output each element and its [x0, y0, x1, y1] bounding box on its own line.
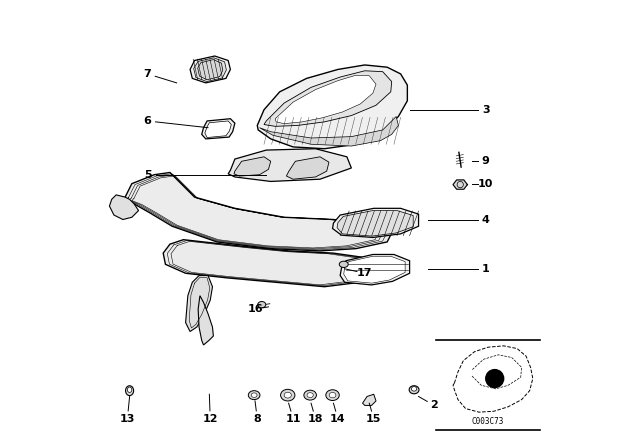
Polygon shape: [186, 276, 212, 332]
Text: 6: 6: [143, 116, 152, 126]
Polygon shape: [190, 56, 230, 83]
Polygon shape: [275, 75, 376, 124]
Ellipse shape: [307, 392, 314, 398]
Text: 13: 13: [120, 414, 135, 424]
Ellipse shape: [409, 386, 419, 394]
Ellipse shape: [252, 393, 257, 397]
Text: 16: 16: [247, 304, 263, 314]
Text: 9: 9: [482, 156, 490, 166]
Polygon shape: [264, 71, 392, 126]
Polygon shape: [344, 256, 405, 283]
Polygon shape: [163, 240, 383, 287]
Ellipse shape: [329, 392, 336, 398]
Text: 10: 10: [478, 179, 493, 189]
Polygon shape: [123, 172, 392, 251]
Text: 2: 2: [430, 401, 438, 410]
Polygon shape: [234, 157, 271, 176]
Text: 7: 7: [143, 69, 152, 79]
Ellipse shape: [412, 387, 417, 391]
Text: 1: 1: [482, 264, 490, 274]
Polygon shape: [260, 116, 398, 146]
Ellipse shape: [127, 387, 132, 392]
Polygon shape: [228, 149, 351, 181]
Polygon shape: [205, 121, 231, 138]
Ellipse shape: [125, 386, 134, 396]
Polygon shape: [337, 211, 413, 236]
Ellipse shape: [248, 391, 260, 400]
Text: 18: 18: [308, 414, 323, 424]
Text: 15: 15: [366, 414, 381, 424]
Polygon shape: [202, 119, 235, 139]
Circle shape: [486, 370, 504, 388]
Text: 17: 17: [357, 268, 372, 278]
Polygon shape: [362, 394, 376, 405]
Polygon shape: [257, 65, 407, 149]
Ellipse shape: [304, 390, 316, 400]
Text: 5: 5: [144, 170, 151, 180]
Polygon shape: [453, 180, 467, 189]
Ellipse shape: [326, 390, 339, 401]
Text: C003C73: C003C73: [472, 418, 504, 426]
Ellipse shape: [258, 302, 266, 308]
Ellipse shape: [280, 389, 295, 401]
Polygon shape: [340, 254, 410, 285]
Polygon shape: [287, 157, 329, 179]
Text: 11: 11: [285, 414, 301, 424]
Polygon shape: [194, 58, 227, 82]
Polygon shape: [198, 296, 213, 345]
Text: 12: 12: [202, 414, 218, 424]
Ellipse shape: [339, 261, 348, 267]
Polygon shape: [333, 208, 419, 237]
Text: 3: 3: [482, 105, 490, 115]
Text: 4: 4: [482, 215, 490, 224]
Polygon shape: [109, 195, 138, 220]
Text: 8: 8: [253, 414, 261, 424]
Ellipse shape: [284, 392, 291, 398]
Polygon shape: [198, 60, 223, 80]
Text: 14: 14: [330, 414, 346, 424]
